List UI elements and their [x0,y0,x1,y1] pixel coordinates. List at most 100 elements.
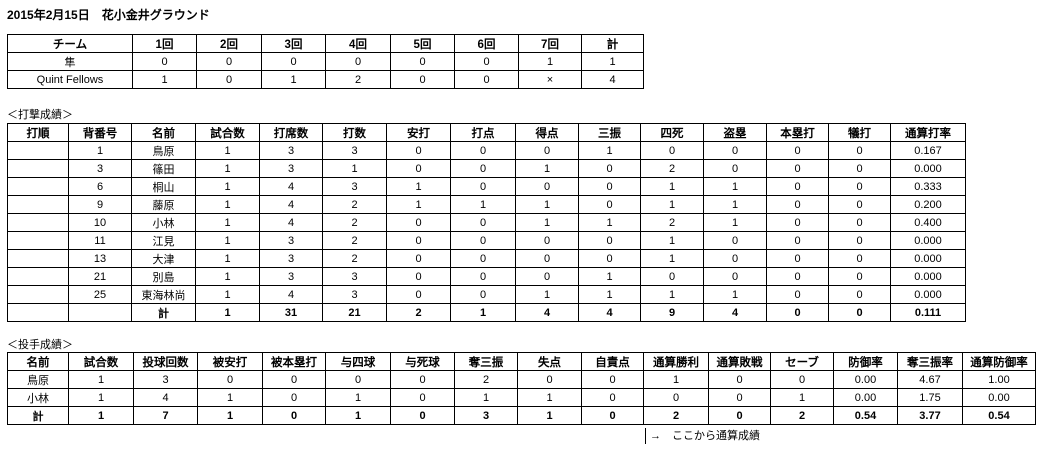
cell [7,231,69,250]
cell: 0.00 [962,388,1036,407]
cell: 1 [515,213,579,232]
cell: 0 [515,267,579,286]
cell: 0 [828,195,891,214]
cell: 3 [259,231,323,250]
cell: 7回 [518,34,582,53]
table-row: Quint Fellows 1 0 1 2 0 0 × 4 [7,70,644,89]
cell: 試合数 [195,123,260,142]
cell: 1 [195,177,260,196]
cell: 通算敗戦 [708,352,771,371]
cell: 犠打 [828,123,891,142]
cell: 4 [259,177,323,196]
cell: 0 [197,370,263,389]
cell: 1 [703,195,767,214]
table-row: 11 江見 1 3 2 0 0 0 0 1 0 0 0 0.000 [7,231,966,250]
cell: 0 [450,213,516,232]
cell: 背番号 [68,123,132,142]
cell: 0 [390,406,455,425]
cell: 6 [68,177,132,196]
cell: 試合数 [68,352,134,371]
cell: 安打 [386,123,451,142]
cell: 0 [578,177,641,196]
cell: 1 [450,303,516,322]
cell: 1 [197,406,263,425]
cumulative-note: → ここから通算成績 [645,428,760,444]
cell: 4 [259,213,323,232]
table-row: 6 桐山 1 4 3 1 0 0 0 1 1 0 0 0.333 [7,177,966,196]
cell: 0 [390,70,455,89]
cell: 0 [196,52,262,71]
cell: 0 [828,177,891,196]
cell: 本塁打 [766,123,829,142]
cell: 2 [770,406,834,425]
cell: 0 [828,231,891,250]
cell: 2 [325,70,391,89]
cell: 0 [766,285,829,304]
cell: 打数 [322,123,387,142]
cell: 0 [450,177,516,196]
cell: 3 [259,141,323,160]
total-row: 計 1 7 1 0 1 0 3 1 0 2 0 2 0.54 3.77 0.54 [7,406,1036,425]
cell: 4 [581,70,644,89]
cell: 四死 [640,123,704,142]
cell: 0 [450,141,516,160]
cell: 0 [325,52,391,71]
cell: 2回 [196,34,262,53]
cell: 0.167 [890,141,966,160]
header-row: 名前 試合数 投球回数 被安打 被本塁打 与四球 与死球 奪三振 失点 自責点 通算勝利 通算敗戦 セー… [7,352,1036,371]
cell: 0 [828,159,891,178]
cell: 0 [515,231,579,250]
table-row: 1 鳥原 1 3 3 0 0 0 1 0 0 0 0 0.167 [7,141,966,160]
cell: 名前 [7,352,69,371]
cell: 3 [259,249,323,268]
cell: 1 [703,285,767,304]
cell: 4.67 [897,370,963,389]
cell: 0 [386,213,451,232]
cell: 2 [386,303,451,322]
cell: 0.333 [890,177,966,196]
cell: 4回 [325,34,391,53]
cell: 1 [703,177,767,196]
cell: 0 [262,406,326,425]
cell: 被本塁打 [262,352,326,371]
scoreboard-table: チーム 1回 2回 3回 4回 5回 6回 7回計隼 0 0 0 0 0 0 1 1 Quint Fellows… [7,34,644,89]
cell: 1 [195,267,260,286]
cell: 0 [766,249,829,268]
cell: 0 [828,303,891,322]
table-row: 3 篠田 1 3 1 0 0 1 0 2 0 0 0 0.000 [7,159,966,178]
cell: 0.000 [890,159,966,178]
cell: 1 [132,70,197,89]
cell: 21 [322,303,387,322]
cell: 0 [578,195,641,214]
cell: 6回 [454,34,519,53]
cell: 0 [828,285,891,304]
cell [7,177,69,196]
cell: 0 [766,141,829,160]
cell: 0 [766,213,829,232]
cell [7,285,69,304]
cell [7,141,69,160]
cell: 10 [68,213,132,232]
cell: 三振 [578,123,641,142]
cell: 通算打率 [890,123,966,142]
cell: 0 [581,388,644,407]
cell: 1 [703,213,767,232]
cell: 0 [578,159,641,178]
cell: 東海林尚 [131,285,196,304]
table-row: 小林 1 4 1 0 1 0 1 1 0 0 0 1 0.00 1.75 0.00 [7,388,1036,407]
header-row: 打順 背番号 名前 試合数 打席数 打数 安打 打点 得点 三振 四死 盗塁 本塁打 犠打 通算打率 [7,123,966,142]
cell: 1 [518,52,582,71]
cell: 4 [515,303,579,322]
cell: 小林 [131,213,196,232]
cell: 0 [386,267,451,286]
cell: 1 [640,249,704,268]
cell: 25 [68,285,132,304]
cell: 0.00 [833,370,898,389]
cell: 1 [515,159,579,178]
cell: 1 [197,388,263,407]
cell: 0 [450,285,516,304]
cell: 与死球 [390,352,455,371]
cell: 0 [450,231,516,250]
cell: 0.000 [890,249,966,268]
cell [68,303,132,322]
